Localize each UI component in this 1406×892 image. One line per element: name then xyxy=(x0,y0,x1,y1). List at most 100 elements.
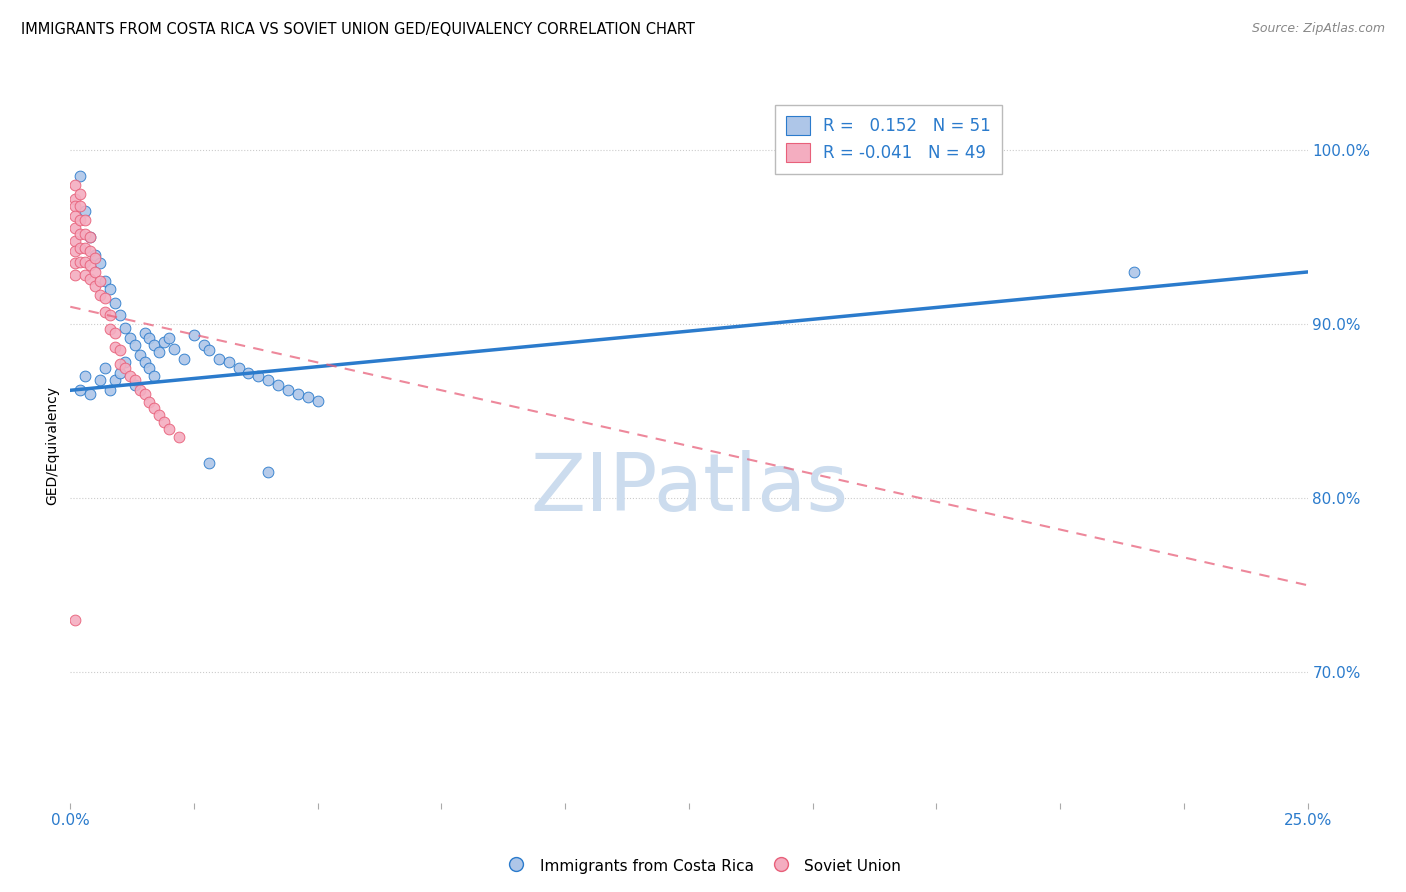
Point xyxy=(94,274,117,288)
Point xyxy=(124,373,146,387)
Point xyxy=(98,309,121,323)
Text: ZIPatlas: ZIPatlas xyxy=(530,450,848,528)
Point xyxy=(65,613,87,627)
Point xyxy=(104,296,127,310)
Point xyxy=(257,465,280,479)
Point xyxy=(79,272,101,286)
Point xyxy=(69,169,91,184)
Point xyxy=(75,212,97,227)
Point xyxy=(277,384,299,398)
Point xyxy=(98,282,121,296)
Point xyxy=(1123,265,1146,279)
Point xyxy=(238,366,260,380)
Point xyxy=(118,331,141,345)
Point xyxy=(108,309,131,323)
Point xyxy=(138,395,160,409)
Point xyxy=(297,390,319,404)
Point xyxy=(114,355,136,369)
Point xyxy=(153,334,176,349)
Point xyxy=(307,393,329,408)
Point xyxy=(157,421,180,435)
Point xyxy=(128,384,150,398)
Point xyxy=(134,355,156,369)
Point xyxy=(65,221,87,235)
Point xyxy=(65,244,87,258)
Point xyxy=(143,338,166,352)
Point xyxy=(287,386,309,401)
Point xyxy=(183,327,205,342)
Point xyxy=(148,408,170,422)
Point xyxy=(108,366,131,380)
Point xyxy=(89,287,111,301)
Point xyxy=(148,345,170,359)
Point xyxy=(143,401,166,415)
Point xyxy=(69,199,91,213)
Point xyxy=(228,360,250,375)
Point xyxy=(75,254,97,268)
Point xyxy=(94,291,117,305)
Point xyxy=(247,369,270,384)
Point xyxy=(138,331,160,345)
Point xyxy=(134,386,156,401)
Point xyxy=(94,305,117,319)
Legend: Immigrants from Costa Rica, Soviet Union: Immigrants from Costa Rica, Soviet Union xyxy=(499,852,907,880)
Point xyxy=(98,384,121,398)
Point xyxy=(163,342,186,356)
Point xyxy=(79,230,101,244)
Point xyxy=(257,373,280,387)
Point xyxy=(84,247,107,261)
Point xyxy=(94,360,117,375)
Point xyxy=(193,338,215,352)
Legend: R =   0.152   N = 51, R = -0.041   N = 49: R = 0.152 N = 51, R = -0.041 N = 49 xyxy=(775,104,1002,174)
Point xyxy=(79,386,101,401)
Point xyxy=(134,326,156,340)
Text: IMMIGRANTS FROM COSTA RICA VS SOVIET UNION GED/EQUIVALENCY CORRELATION CHART: IMMIGRANTS FROM COSTA RICA VS SOVIET UNI… xyxy=(21,22,695,37)
Point xyxy=(124,378,146,392)
Point xyxy=(65,268,87,283)
Point xyxy=(108,357,131,371)
Point xyxy=(79,230,101,244)
Point xyxy=(173,351,195,366)
Point xyxy=(138,360,160,375)
Text: Source: ZipAtlas.com: Source: ZipAtlas.com xyxy=(1251,22,1385,36)
Point xyxy=(65,209,87,223)
Point xyxy=(75,268,97,283)
Point xyxy=(114,320,136,334)
Point xyxy=(65,256,87,270)
Point xyxy=(198,457,221,471)
Point xyxy=(128,349,150,363)
Point xyxy=(124,338,146,352)
Point xyxy=(65,192,87,206)
Point xyxy=(104,340,127,354)
Point xyxy=(75,204,97,219)
Point xyxy=(75,241,97,255)
Point xyxy=(208,351,231,366)
Point xyxy=(157,331,180,345)
Point xyxy=(98,322,121,336)
Point xyxy=(69,384,91,398)
Point xyxy=(65,178,87,192)
Point xyxy=(69,227,91,241)
Point xyxy=(75,369,97,384)
Point xyxy=(79,244,101,258)
Point xyxy=(69,186,91,201)
Point xyxy=(143,369,166,384)
Point xyxy=(84,278,107,293)
Point xyxy=(218,355,240,369)
Point xyxy=(65,199,87,213)
Point xyxy=(69,241,91,255)
Point xyxy=(167,430,190,444)
Point xyxy=(104,326,127,340)
Point xyxy=(153,415,176,429)
Point xyxy=(198,343,221,358)
Point xyxy=(79,258,101,272)
Point xyxy=(84,251,107,265)
Point xyxy=(69,212,91,227)
Point xyxy=(104,373,127,387)
Point xyxy=(89,256,111,270)
Point xyxy=(108,343,131,358)
Point xyxy=(65,234,87,248)
Point xyxy=(118,369,141,384)
Point xyxy=(89,373,111,387)
Point xyxy=(114,360,136,375)
